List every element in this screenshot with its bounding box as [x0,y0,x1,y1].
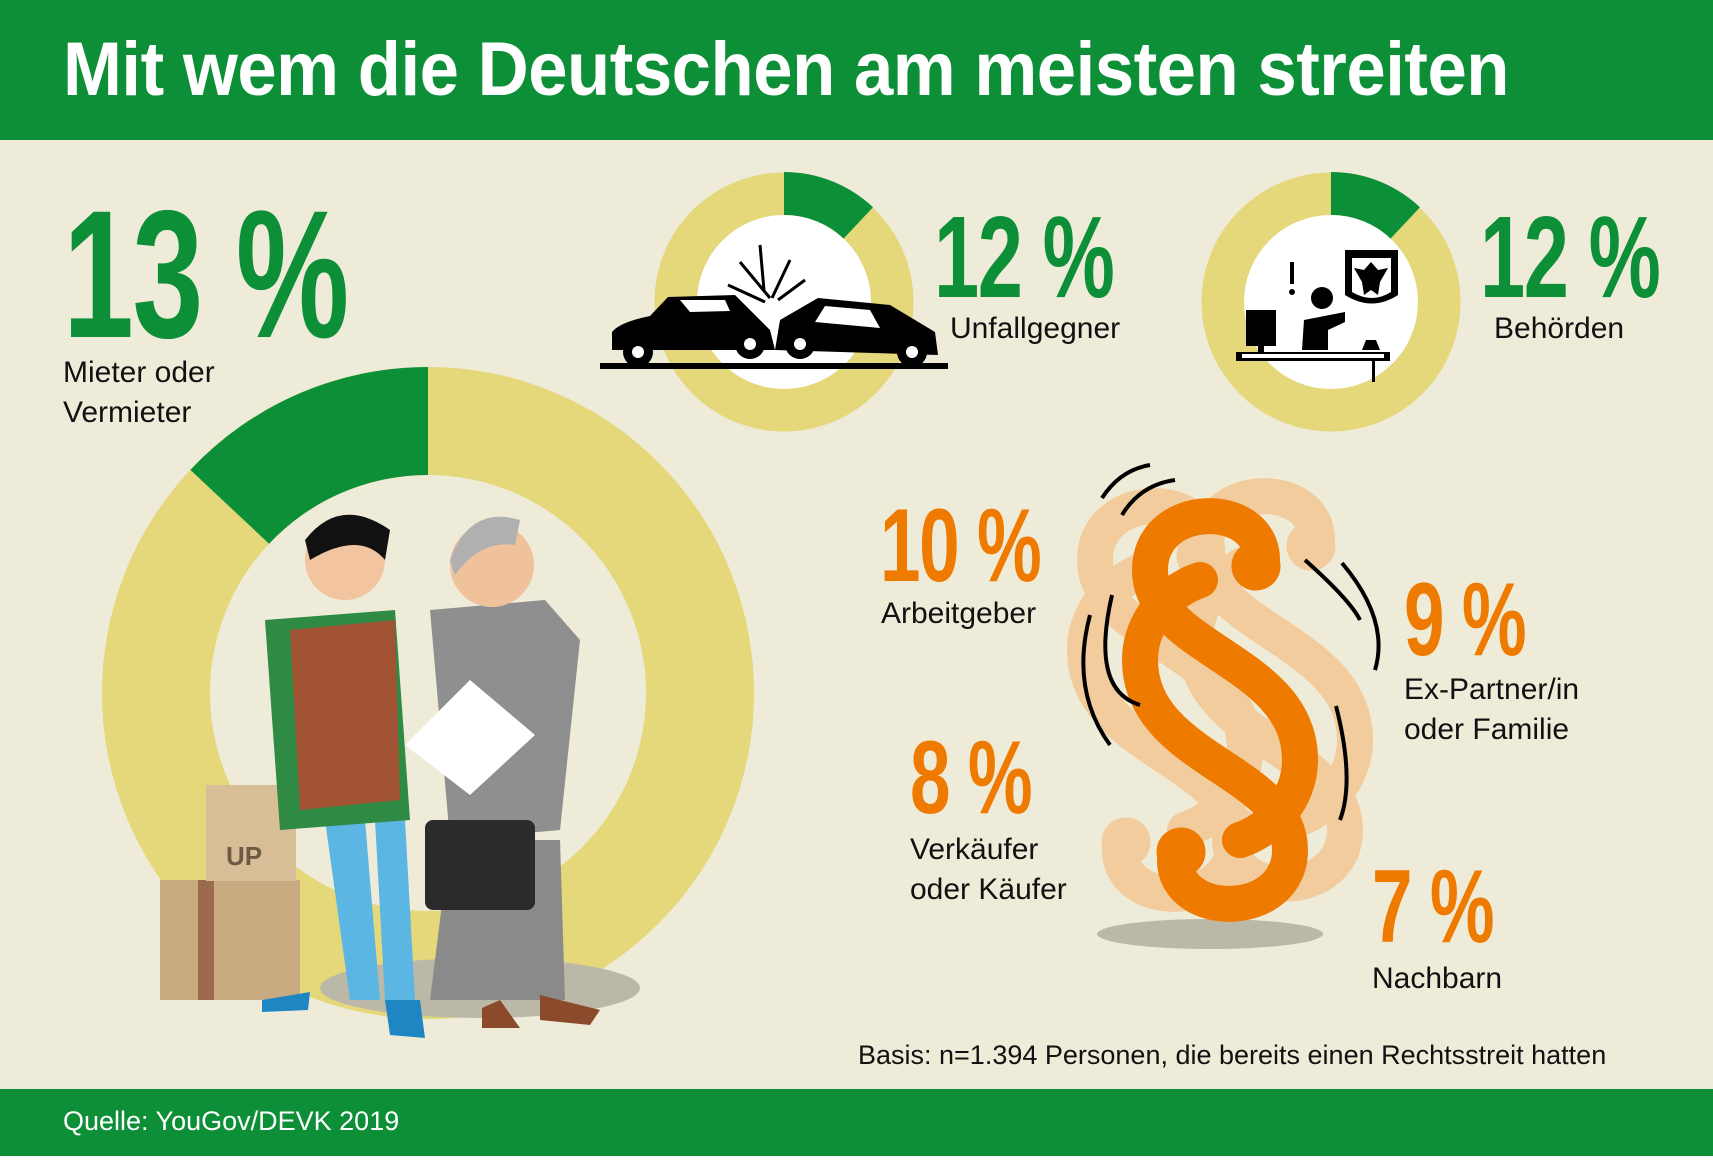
label-line: oder Käufer [910,873,1067,906]
label-line: Mieter oder [63,356,215,389]
title-bar: Mit wem die Deutschen am meisten streite… [0,0,1713,140]
footer-bar: Quelle: YouGov/DEVK 2019 [0,1089,1713,1156]
stat-label-authorities: Behörden [1494,312,1625,345]
label-line: Ex-Partner/in [1404,673,1580,706]
stat-label-seller: Verkäufer oder Käufer [910,830,1067,910]
stat-label-accident: Unfallgegner [950,312,1121,345]
donut-share-arc [190,367,428,544]
car-crash-icon [600,244,948,369]
stat-label-employer: Arbeitgeber [881,597,1037,630]
stat-value-accident: 12 % [934,192,1115,322]
box-label: UP [226,841,262,871]
donut-accident [654,172,914,432]
stat-label-neighbours: Nachbarn [1372,962,1503,995]
page-title: Mit wem die Deutschen am meisten streite… [63,27,1510,112]
donut-authorities [1201,172,1461,432]
basis-note: Basis: n=1.394 Personen, die bereits ein… [858,1040,1607,1070]
label-line: Verkäufer [910,833,1039,866]
stat-value-authorities: 12 % [1480,192,1661,322]
label-line: oder Familie [1404,713,1570,746]
paragraph-sign-illustration [1081,463,1381,949]
source-note: Quelle: YouGov/DEVK 2019 [63,1106,400,1136]
stat-value-neighbours: 7 % [1372,849,1495,965]
stat-value-ex-partner: 9 % [1404,562,1527,678]
tenant-landlord-illustration: UP [160,514,640,1038]
motion-lines [1081,463,1381,821]
stat-label-tenant: Mieter oder Vermieter [63,353,215,433]
shadow [1097,919,1323,949]
label-line: Vermieter [63,396,192,429]
stat-value-seller: 8 % [910,720,1033,836]
donut-share-arc [1331,172,1420,239]
donut-share-arc [784,172,873,239]
stat-value-employer: 10 % [880,488,1042,604]
government-office-icon [1236,250,1398,382]
stat-label-ex-partner: Ex-Partner/in oder Familie [1404,670,1579,750]
stat-value-tenant: 13 % [63,172,349,376]
